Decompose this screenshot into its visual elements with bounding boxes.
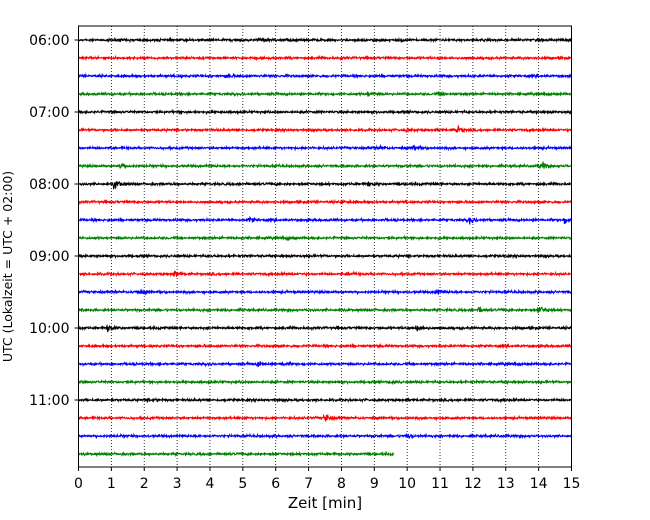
- y-tick-label: 09:00: [29, 249, 69, 265]
- y-tick-label: 11:00: [29, 393, 69, 409]
- x-tick-label: 8: [337, 476, 346, 492]
- trace-1015: [78, 342, 572, 350]
- trace-0815: [78, 198, 572, 206]
- x-tick-label: 14: [530, 476, 548, 492]
- x-tick-label: 10: [398, 476, 416, 492]
- x-tick-label: 13: [497, 476, 515, 492]
- trace-1045: [78, 378, 572, 386]
- trace-1100: [78, 396, 572, 404]
- x-tick-label: 7: [304, 476, 313, 492]
- x-tick-label: 11: [431, 476, 449, 492]
- x-tick-label: 9: [370, 476, 379, 492]
- x-tick-label: 6: [271, 476, 280, 492]
- trace-1115: [78, 413, 572, 422]
- trace-0715: [78, 125, 572, 134]
- trace-1130: [78, 432, 573, 440]
- x-tick-label: 3: [173, 476, 182, 492]
- x-tick-label: 5: [238, 476, 247, 492]
- trace-0800: [77, 180, 572, 190]
- x-axis-ticks: 0 1 2 3 4 5 6 7 8 9 10 11 12 13 14 15: [74, 467, 580, 492]
- trace-0915: [78, 270, 572, 278]
- trace-0600: [77, 36, 572, 44]
- trace-0945: [78, 306, 572, 314]
- x-tick-label: 2: [140, 476, 149, 492]
- x-tick-label: 12: [464, 476, 482, 492]
- trace-0845: [77, 234, 573, 242]
- trace-0700: [78, 108, 573, 116]
- trace-1145: [77, 450, 395, 458]
- y-tick-label: 10:00: [29, 321, 69, 337]
- x-tick-label: 15: [563, 476, 581, 492]
- trace-1000: [78, 323, 572, 333]
- trace-0830: [78, 215, 573, 225]
- x-tick-label: 0: [74, 476, 83, 492]
- trace-0730: [78, 143, 572, 152]
- plot-frame: [78, 25, 572, 468]
- y-axis-ticks: 06:00 07:00 08:00 09:00 10:00 11:00: [29, 33, 79, 409]
- trace-0645: [77, 90, 573, 98]
- trace-0900: [78, 252, 573, 260]
- trace-0745: [77, 161, 572, 170]
- y-tick-label: 06:00: [29, 33, 69, 49]
- y-tick-label: 07:00: [29, 105, 69, 121]
- y-tick-label: 08:00: [29, 177, 69, 193]
- seismogram-traces: [77, 36, 573, 458]
- x-axis-label: Zeit [min]: [288, 494, 362, 512]
- x-tick-label: 4: [206, 476, 215, 492]
- x-tick-label: 1: [107, 476, 116, 492]
- trace-1030: [77, 360, 572, 368]
- trace-0615: [78, 54, 572, 62]
- trace-0930: [77, 288, 572, 296]
- y-axis-label: UTC (Lokalzeit = UTC + 02:00): [0, 171, 15, 362]
- trace-0630: [77, 72, 572, 80]
